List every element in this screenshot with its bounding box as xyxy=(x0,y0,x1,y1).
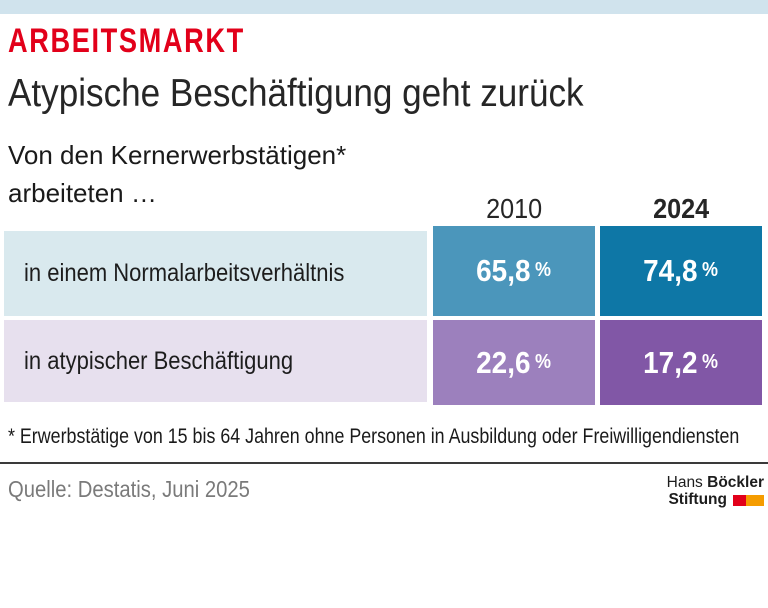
subtitle-line-1: Von den Kernerwerbstätigen* xyxy=(8,140,347,170)
percent-sign: % xyxy=(535,259,552,281)
column-header-2010: 2010 xyxy=(485,193,543,224)
percent-sign: % xyxy=(535,350,552,373)
subtitle-line-2: arbeiteten … xyxy=(8,178,157,208)
kicker-label: ARBEITSMARKT xyxy=(8,22,304,60)
table-cell-atypisch-2010: 22,6% xyxy=(433,320,595,405)
footer-divider-line xyxy=(0,462,768,464)
hans-boeckler-stiftung-logo: Hans Böckler Stiftung xyxy=(667,475,764,508)
logo-name-regular: Hans xyxy=(666,474,703,491)
table-cell-atypisch-2024: 17,2% xyxy=(600,320,762,405)
logo-line-1: Hans Böckler xyxy=(667,475,764,491)
source-line: Quelle: Destatis, Juni 2025 xyxy=(8,474,283,504)
page-title: Atypische Beschäftigung geht zurück xyxy=(8,72,648,116)
logo-line-2: Stiftung xyxy=(667,492,764,508)
kicker-text: ARBEITSMARKT xyxy=(8,22,245,60)
row-label-text: in atypischer Beschäftigung xyxy=(24,346,294,375)
footnote: * Erwerbstätige von 15 bis 64 Jahren ohn… xyxy=(8,422,768,452)
table-cell-normal-2024: 74,8% xyxy=(600,226,762,316)
logo-red-square-icon xyxy=(733,494,746,506)
percent-sign: % xyxy=(702,259,719,281)
table-cell-normal-2010: 65,8% xyxy=(433,226,595,316)
top-accent-bar xyxy=(0,0,768,14)
logo-mark-icon xyxy=(733,494,764,506)
page-title-text: Atypische Beschäftigung geht zurück xyxy=(8,72,584,115)
cell-value: 74,8 xyxy=(643,253,698,288)
table-row-label-normalarbeitsverhaeltnis: in einem Normalarbeitsverhältnis xyxy=(4,231,427,316)
footnote-text: * Erwerbstätige von 15 bis 64 Jahren ohn… xyxy=(8,425,740,448)
logo-stiftung-text: Stiftung xyxy=(668,491,727,508)
source-text: Quelle: Destatis, Juni 2025 xyxy=(8,476,250,502)
cell-value: 17,2 xyxy=(643,344,698,380)
cell-value: 65,8 xyxy=(476,253,531,288)
row-label-text: in einem Normalarbeitsverhältnis xyxy=(24,259,345,287)
column-header-2024: 2024 xyxy=(652,193,710,224)
logo-name-bold: Böckler xyxy=(707,474,764,491)
percent-sign: % xyxy=(702,350,719,373)
cell-value: 22,6 xyxy=(476,344,531,380)
subtitle: Von den Kernerwerbstätigen* arbeiteten … xyxy=(8,136,346,212)
table-row-label-atypische-beschaeftigung: in atypischer Beschäftigung xyxy=(4,320,427,402)
logo-orange-square-icon xyxy=(746,494,764,506)
